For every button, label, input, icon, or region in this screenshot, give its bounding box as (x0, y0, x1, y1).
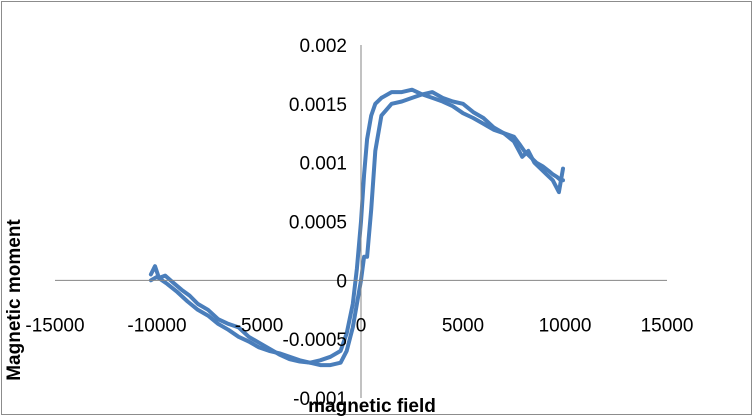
x-tick-label: 15000 (641, 315, 694, 336)
x-tick-label: -10000 (127, 315, 186, 336)
x-tick-label: -15000 (25, 315, 84, 336)
y-tick-label: 0.001 (299, 154, 347, 175)
y-tick-label: 0.002 (299, 36, 347, 57)
y-tick-label: 0.0015 (289, 95, 347, 116)
series-line-2 (148, 90, 565, 368)
y-tick-label: 0 (336, 271, 347, 292)
y-tick-label: 0.0005 (289, 213, 347, 234)
x-axis-title: magnetic field (308, 396, 436, 416)
x-tick-label: 5000 (442, 315, 484, 336)
x-tick-label: 10000 (539, 315, 592, 336)
series-line-1 (148, 87, 565, 365)
y-tick-label: -0.001 (293, 389, 347, 410)
x-tick-label: -5000 (235, 315, 284, 336)
y-axis-title: Magnetic moment (4, 219, 25, 381)
x-tick-label: 0 (356, 315, 367, 336)
y-tick-label: -0.0005 (283, 330, 347, 351)
